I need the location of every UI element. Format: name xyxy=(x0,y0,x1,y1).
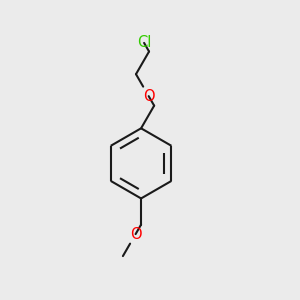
Text: O: O xyxy=(130,226,141,242)
Text: Cl: Cl xyxy=(137,35,151,50)
Text: O: O xyxy=(143,88,154,104)
